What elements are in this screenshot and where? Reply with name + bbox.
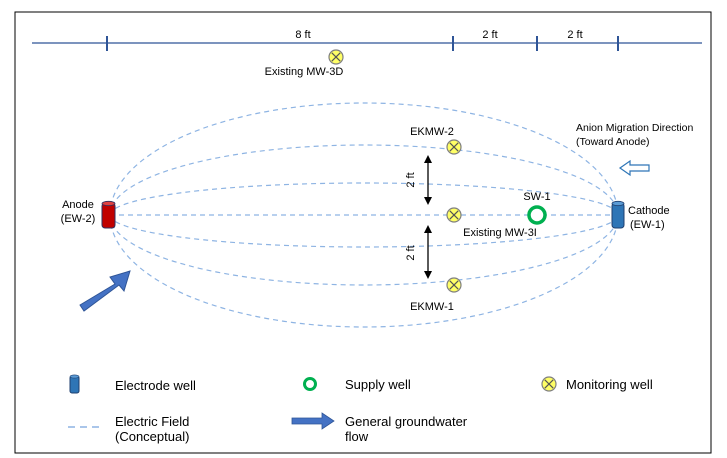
field-line-lower-2 — [109, 214, 619, 286]
anion-migration-label: Anion Migration Direction — [576, 122, 693, 134]
legend-monitoring-label: Monitoring well — [566, 377, 653, 392]
legend-field-sublabel: (Conceptual) — [115, 429, 189, 444]
anode-label-id: (EW-2) — [61, 213, 96, 225]
anion-migration-arrow-icon — [618, 159, 650, 177]
legend-monitoring-icon — [541, 376, 557, 392]
ekmw-2-label: EKMW-2 — [410, 126, 454, 138]
electric-field-lines — [109, 102, 619, 328]
anode-electrode-icon — [101, 200, 116, 229]
legend-field-label: Electric Field — [115, 414, 189, 429]
existing-mw-3d-label: Existing MW-3D — [265, 66, 344, 78]
supply-well-icon — [527, 205, 547, 225]
cathode-label-id: (EW-1) — [630, 219, 665, 231]
cathode-label: Cathode — [628, 205, 670, 217]
monitoring-well-icon — [446, 207, 462, 223]
field-line-lower-3 — [109, 214, 619, 328]
field-line-upper-2 — [109, 144, 619, 216]
legend: Electrode well Supply well Monitoring we… — [68, 374, 653, 444]
ekmw-1-label: EKMW-1 — [410, 301, 454, 313]
monitoring-well-icon — [328, 49, 344, 65]
legend-supply-label: Supply well — [345, 377, 411, 392]
anion-migration-sublabel: (Toward Anode) — [576, 136, 650, 148]
legend-supply-icon — [303, 377, 317, 391]
existing-mw-3i-label: Existing MW-3I — [463, 227, 537, 239]
groundwater-flow-arrow-icon — [79, 270, 131, 312]
scale-label-2ft-a: 2 ft — [482, 29, 497, 41]
spacing-arrow-lower — [424, 225, 432, 279]
cathode-electrode-icon — [611, 200, 625, 229]
legend-electrode-icon — [69, 374, 80, 394]
anode-label: Anode — [62, 199, 94, 211]
figure-frame — [14, 11, 712, 454]
legend-flow-label: General groundwater — [345, 414, 468, 429]
scale-bar: 8 ft 2 ft 2 ft — [32, 29, 702, 51]
spacing-label-upper: 2 ft — [405, 172, 417, 187]
monitoring-well-icon — [446, 139, 462, 155]
monitoring-well-icon — [446, 277, 462, 293]
spacing-arrow-upper — [424, 155, 432, 205]
legend-flow-arrow-icon — [291, 412, 335, 430]
scale-label-8ft: 8 ft — [295, 29, 310, 41]
legend-electrode-label: Electrode well — [115, 378, 196, 393]
scale-label-2ft-b: 2 ft — [567, 29, 582, 41]
sw-1-label: SW-1 — [523, 191, 550, 203]
field-line-upper-3 — [109, 102, 619, 216]
spacing-label-lower: 2 ft — [405, 245, 417, 260]
legend-flow-sublabel: flow — [345, 429, 369, 444]
